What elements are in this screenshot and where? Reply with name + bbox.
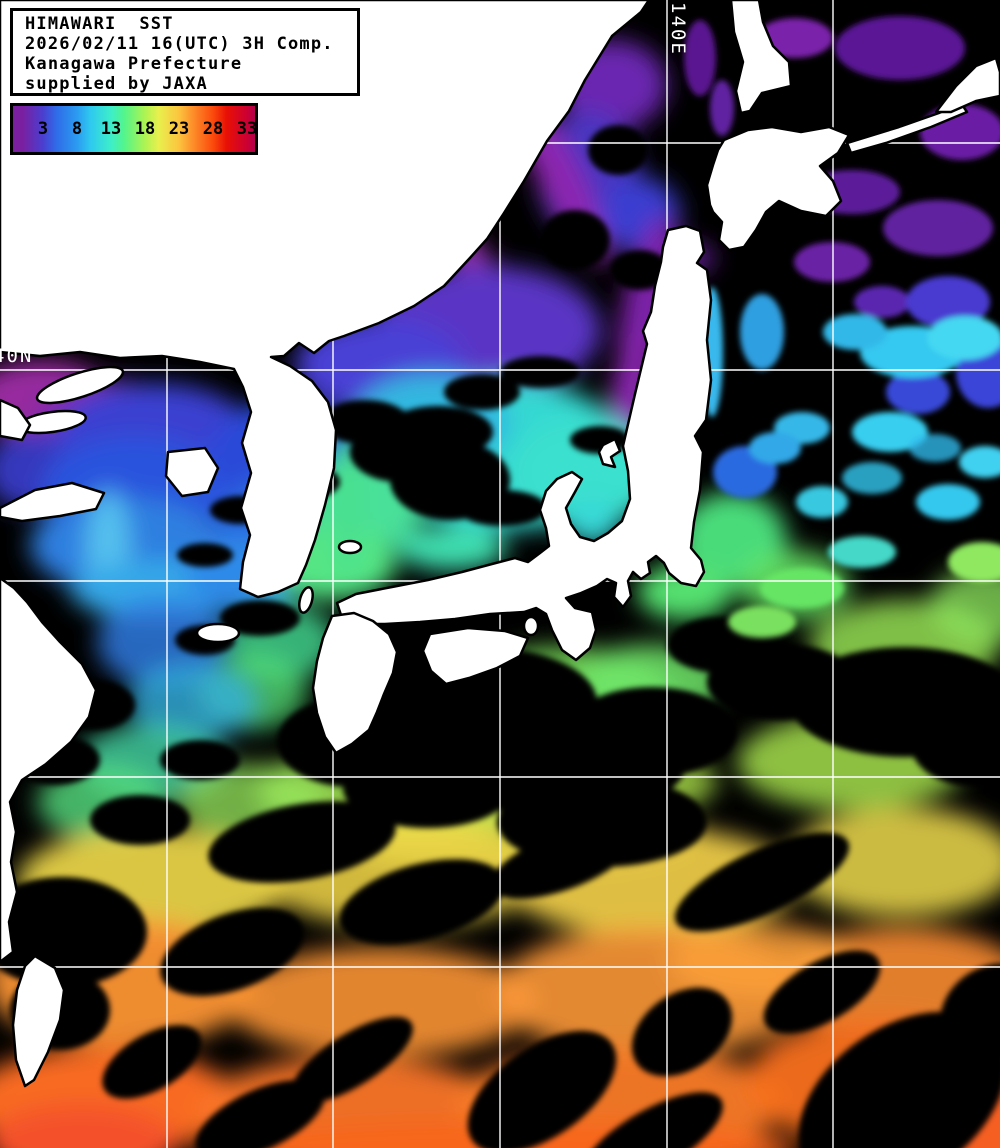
land-yellow-sea-islands [164,446,220,498]
colorbar-tick: 3 [37,119,49,139]
land-kuril-chain [845,101,969,155]
land-awaji [522,615,540,637]
land-honshu [335,224,713,662]
info-datetime: 2026/02/11 16(UTC) 3H Comp. [25,34,334,54]
land-taiwan [11,954,66,1088]
colorbar-tick: 23 [168,119,190,139]
land-hokkaido [705,125,851,252]
colorbar-tick: 28 [202,119,224,139]
land-tsushima [298,586,314,614]
colorbar-tick: 33 [236,119,258,139]
land-liaodong [35,365,125,405]
land-oki [337,539,363,555]
land-sakhalin [729,0,793,115]
info-title: HIMAWARI SST [25,14,174,34]
cloud-mask [0,125,1000,1148]
land-kyushu [311,611,399,755]
land-bohai-coast [0,398,32,442]
grid-label-longitude: 140E [667,2,689,56]
land-jeju [195,622,241,644]
colorbar-tick: 18 [134,119,156,139]
land-china-coast [0,576,98,964]
land-shandong [0,481,106,523]
colorbar-tick: 8 [71,119,83,139]
info-prefecture: Kanagawa Prefecture [25,54,243,74]
land-iturup [934,56,1000,114]
temperature-colorbar: 3 8 13 18 23 28 33 [10,103,258,155]
info-box: HIMAWARI SST 2026/02/11 16(UTC) 3H Comp.… [10,8,360,96]
colorbar-tick: 13 [100,119,122,139]
land-sado [597,437,622,469]
land-shikoku [421,626,530,686]
grid-label-latitude: 40N [0,345,34,367]
colorbar-gradient [13,106,255,152]
info-source: supplied by JAXA [25,74,208,94]
